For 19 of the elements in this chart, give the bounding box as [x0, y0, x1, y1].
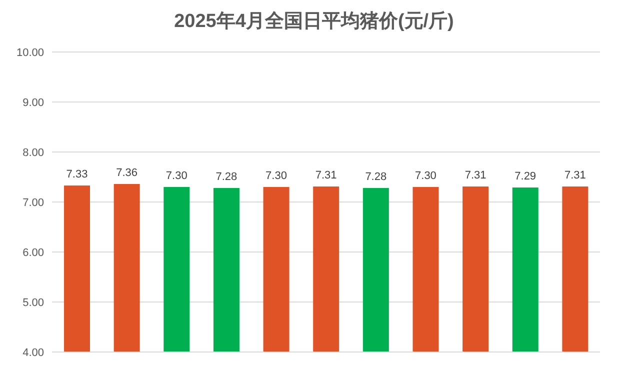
data-label: 7.30	[266, 170, 287, 182]
data-label: 7.31	[564, 170, 586, 182]
data-label: 7.28	[216, 171, 238, 183]
data-label: 7.30	[166, 170, 188, 182]
data-label: 7.30	[415, 170, 436, 182]
data-label: 7.29	[514, 170, 536, 182]
y-tick-label: 4.00	[22, 346, 44, 359]
y-tick-label: 8.00	[22, 146, 44, 159]
data-label: 7.31	[315, 170, 337, 182]
data-label: 7.33	[66, 168, 88, 180]
chart-title: 2025年4月全国日平均猪价(元/斤)	[173, 10, 455, 34]
y-tick-label: 6.00	[22, 246, 44, 259]
y-tick-label: 7.00	[22, 196, 44, 209]
y-tick-label: 5.00	[22, 296, 44, 309]
y-tick-label: 9.00	[22, 96, 44, 109]
y-tick-label: 10.00	[16, 46, 44, 59]
data-label: 7.28	[365, 171, 387, 183]
data-label: 7.36	[116, 167, 138, 179]
data-label: 7.31	[464, 170, 486, 182]
